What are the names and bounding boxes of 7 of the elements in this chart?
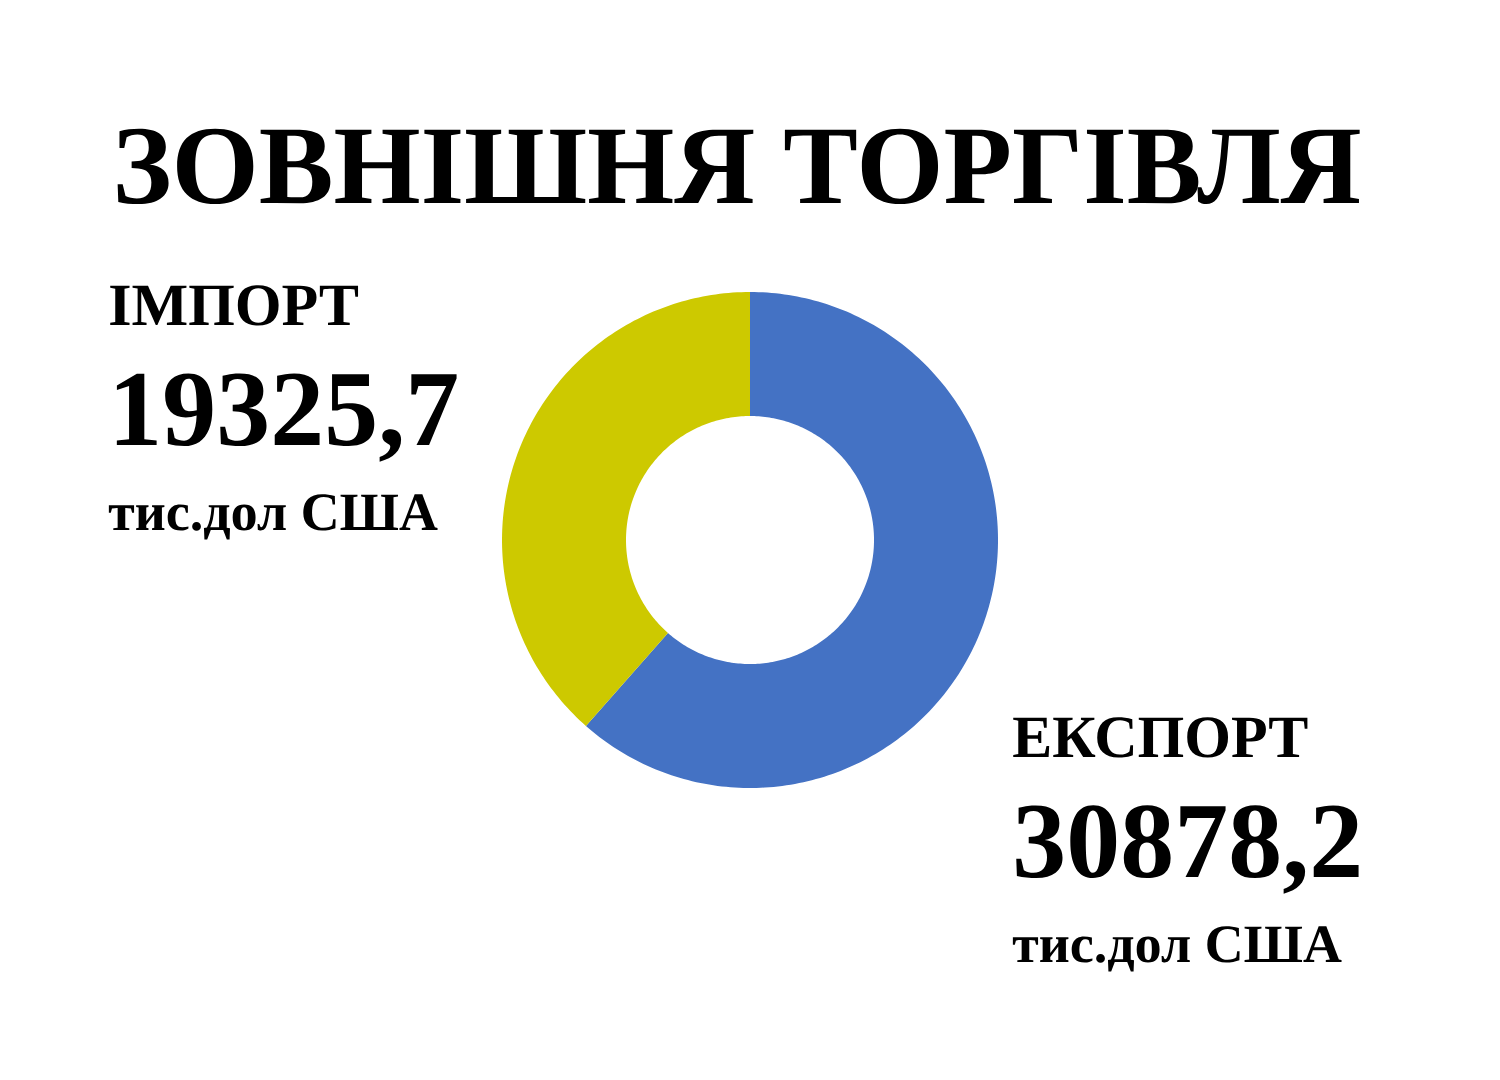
- data-label: 19325,7: [116, 373, 457, 462]
- slice-label: ЕКСПОРТ: [1013, 717, 1308, 758]
- slice-label: ІМПОРТ: [110, 285, 359, 326]
- text: тис.дол США: [108, 494, 438, 540]
- chart-title: ЗОВНІШНЯ ТОРГІВЛЯ: [117, 128, 1360, 205]
- text: тис.дол США: [1012, 926, 1342, 972]
- data-label: 30878,2: [1016, 805, 1359, 894]
